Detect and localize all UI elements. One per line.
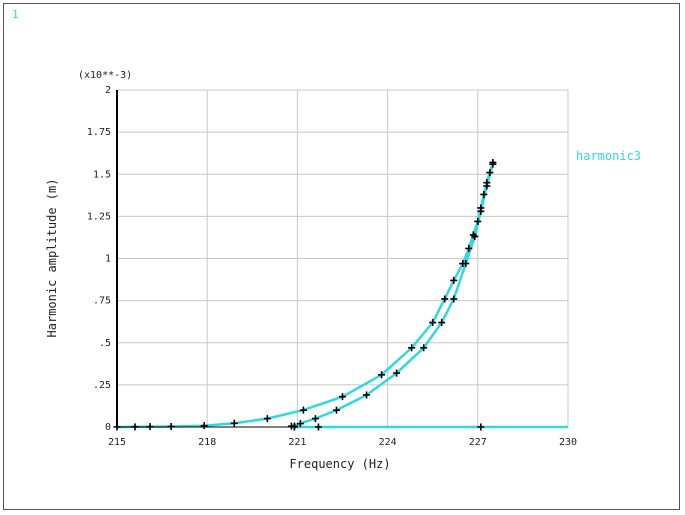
marker-lower-branch-8: [462, 260, 470, 268]
labels: 215 218 221 224 227 230 0 .25 .5 .75 1 1.25 1.5 1.75 2: [87, 85, 577, 448]
y-tick-label-1: .25: [93, 380, 111, 391]
marker-lower-branch-9: [471, 233, 479, 241]
marker-upper-branch-21: [486, 169, 494, 177]
y-tick-label-2: .5: [99, 338, 111, 349]
legend-entry-harmonic3: harmonic3: [576, 149, 641, 163]
marker-lower-branch-7: [450, 295, 458, 303]
marker-upper-branch-19: [480, 190, 488, 198]
marker-upper-branch-3: [167, 422, 175, 430]
marker-low-branch-0: [290, 423, 298, 431]
marker-upper-branch-15: [465, 244, 473, 252]
x-tick-label-5: 230: [559, 437, 577, 448]
x-axis-title: Frequency (Hz): [289, 457, 390, 471]
curve-lower-branch: [291, 163, 495, 428]
marker-upper-branch-0: [113, 423, 121, 431]
y-axis-title: Harmonic amplitude (m): [45, 179, 59, 338]
marker-low-branch-1: [314, 423, 322, 431]
marker-upper-branch-4: [200, 422, 208, 430]
curve-upper-branch: [116, 162, 494, 429]
y-tick-label-3: .75: [93, 296, 111, 307]
plot-window: 1: [3, 3, 680, 510]
window-number-label: 1: [12, 8, 19, 21]
y-tick-label-5: 1.25: [87, 211, 111, 222]
x-tick-label-0: 215: [108, 437, 126, 448]
marker-lower-branch-10: [477, 207, 485, 215]
marker-upper-branch-17: [474, 217, 482, 225]
marker-upper-branch-7: [299, 406, 307, 414]
x-tick-label-2: 221: [288, 437, 306, 448]
marker-turning-branch-1: [296, 420, 304, 428]
marker-upper-branch-13: [450, 276, 458, 284]
marker-lower-branch-3: [363, 391, 371, 399]
marker-upper-branch-12: [441, 295, 449, 303]
x-tick-label-3: 224: [379, 437, 397, 448]
marker-lower-branch-4: [393, 369, 401, 377]
x-tick-label-1: 218: [198, 437, 216, 448]
x-tick-label-4: 227: [469, 437, 487, 448]
y-tick-label-0: 0: [105, 422, 111, 433]
marker-lower-branch-6: [438, 319, 446, 327]
marker-upper-branch-6: [263, 415, 271, 423]
marker-lower-branch-11: [483, 182, 491, 190]
marker-low-branch-2: [477, 423, 485, 431]
marker-upper-branch-9: [378, 371, 386, 379]
y-tick-label-6: 1.5: [93, 169, 111, 180]
grid: [116, 89, 569, 428]
marker-lower-branch-1: [311, 415, 319, 423]
marker-upper-branch-5: [230, 419, 238, 427]
y-axis-multiplier: (x10**-3): [78, 70, 132, 81]
y-tick-label-8: 2: [105, 85, 111, 96]
marker-lower-branch-2: [332, 406, 340, 414]
y-tick-label-7: 1.75: [87, 127, 111, 138]
marker-lower-branch-12: [489, 160, 497, 168]
marker-upper-branch-10: [408, 344, 416, 352]
curves: [116, 162, 568, 429]
marker-upper-branch-11: [429, 319, 437, 327]
marker-upper-branch-1: [131, 423, 139, 431]
marker-upper-branch-2: [146, 423, 154, 431]
marker-upper-branch-8: [339, 393, 346, 401]
y-tick-label-4: 1: [105, 254, 111, 265]
markers: [113, 158, 497, 431]
marker-lower-branch-5: [420, 344, 428, 352]
